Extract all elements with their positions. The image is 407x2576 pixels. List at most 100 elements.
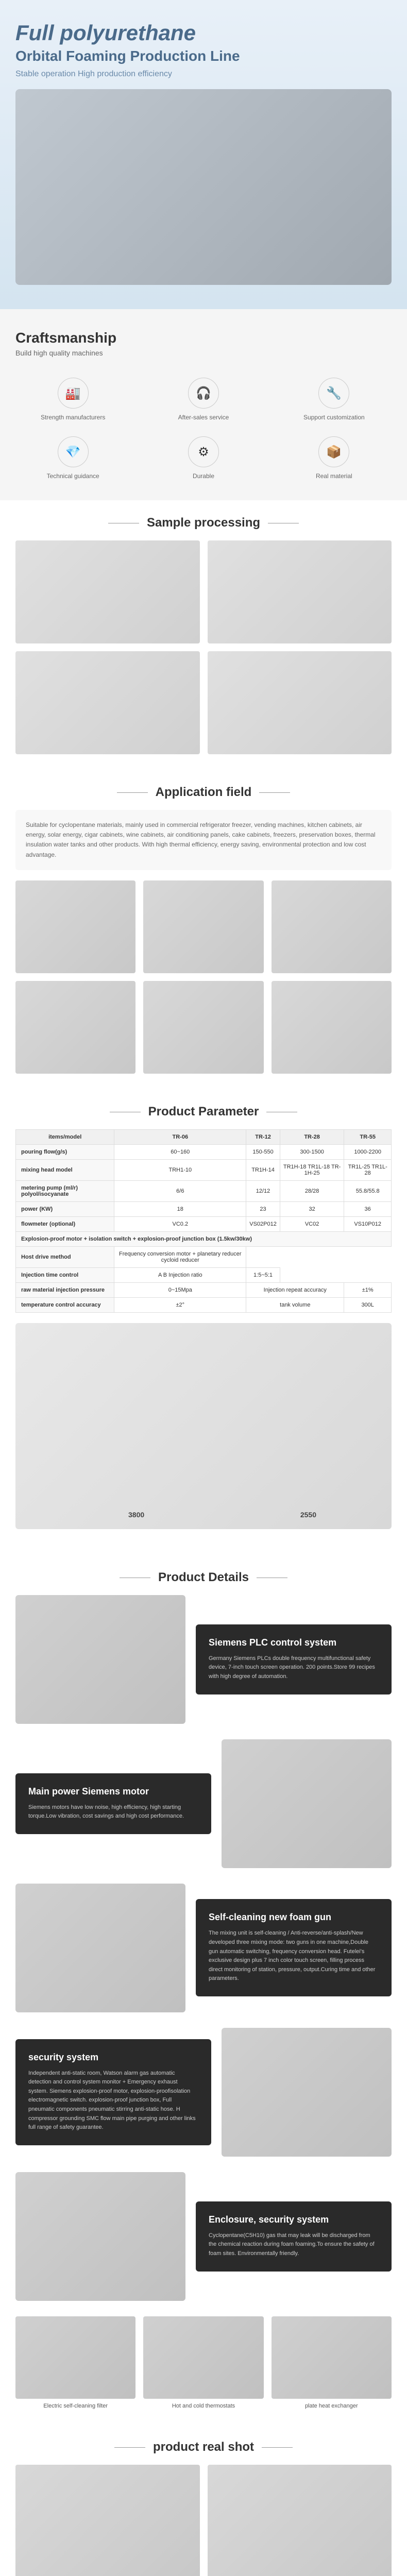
component-image <box>272 2316 392 2399</box>
detail-text-box: Main power Siemens motor Siemens motors h… <box>15 1773 211 1834</box>
component-label: plate heat exchanger <box>272 2403 392 2409</box>
table-cell: 300-1500 <box>280 1144 344 1159</box>
craft-item-material: 📦Real material <box>277 436 392 480</box>
detail-heading: security system <box>28 2052 198 2063</box>
table-cell: Host drive method <box>16 1246 114 1267</box>
table-cell: metering pump (ml/r) polyol/isocyanate <box>16 1180 114 1201</box>
application-image <box>272 880 392 973</box>
table-cell: 1:5~5:1 <box>246 1267 280 1282</box>
sample-image <box>208 651 392 754</box>
table-cell: TRH1-10 <box>114 1159 246 1180</box>
detail-text-box: Self-cleaning new foam gunThe mixing uni… <box>196 1899 392 1996</box>
detail-desc: Siemens motors have low noise, high effi… <box>28 1803 198 1821</box>
craftsmanship-section: Craftsmanship Build high quality machine… <box>0 309 407 500</box>
gear-icon: ⚙ <box>188 436 219 467</box>
sample-grid <box>15 540 392 754</box>
table-cell: pouring flow(g/s) <box>16 1144 114 1159</box>
craft-label: Support customization <box>277 414 392 421</box>
table-cell: 28/28 <box>280 1180 344 1201</box>
table-header: TR-28 <box>280 1129 344 1144</box>
table-cell: 150-550 <box>246 1144 280 1159</box>
detail-image <box>15 1884 185 2012</box>
table-cell: TR1H-18 TR1L-18 TR-1H-25 <box>280 1159 344 1180</box>
craft-label: Real material <box>277 472 392 480</box>
table-row: Host drive methodFrequency conversion mo… <box>16 1246 392 1267</box>
detail-heading: Main power Siemens motor <box>28 1786 198 1797</box>
table-row: mixing head modelTRH1-10TR1H-14TR1H-18 T… <box>16 1159 392 1180</box>
real-shot-image <box>208 2465 392 2576</box>
table-row: Explosion-proof motor + isolation switch… <box>16 1231 392 1246</box>
component-image <box>15 2316 135 2399</box>
detail-row-foam-gun: Self-cleaning new foam gunThe mixing uni… <box>15 1884 392 2012</box>
table-row: Injection time controlA B Injection rati… <box>16 1267 392 1282</box>
application-image <box>15 981 135 1074</box>
component-thermostat: Hot and cold thermostats <box>143 2316 263 2409</box>
dimension-label: 3800 <box>128 1511 144 1519</box>
parameter-table: items/model TR-06 TR-12 TR-28 TR-55 pour… <box>15 1129 392 1313</box>
table-cell: TR1L-25 TR1L-28 <box>344 1159 392 1180</box>
table-cell: tank volume <box>246 1297 344 1312</box>
craft-label: After-sales service <box>146 414 261 421</box>
sample-image <box>15 540 200 643</box>
table-cell: flowmeter (optional) <box>16 1216 114 1231</box>
headset-icon: 🎧 <box>188 378 219 409</box>
table-cell: Frequency conversion motor + planetary r… <box>114 1246 246 1267</box>
factory-icon: 🏭 <box>58 378 89 409</box>
detail-text-box: Enclosure, security systemCyclopentane(C… <box>196 2201 392 2272</box>
detail-row-plc: Siemens PLC control system Germany Siemen… <box>15 1595 392 1724</box>
real-shot-title: product real shot <box>15 2440 392 2454</box>
detail-image <box>15 1595 185 1724</box>
craft-label: Technical guidance <box>15 472 130 480</box>
sample-image <box>15 651 200 754</box>
component-label: Hot and cold thermostats <box>143 2403 263 2409</box>
details-section: Product Details Siemens PLC control syst… <box>0 1555 407 2425</box>
table-row: temperature control accuracy±2°tank volu… <box>16 1297 392 1312</box>
wrench-icon: 🔧 <box>318 378 349 409</box>
sample-section: Sample processing <box>0 500 407 770</box>
component-filter: Electric self-cleaning filter <box>15 2316 135 2409</box>
craftsmanship-subtitle: Build high quality machines <box>15 349 392 357</box>
real-shot-section: product real shot <box>0 2425 407 2576</box>
table-row: pouring flow(g/s)60~160150-550300-150010… <box>16 1144 392 1159</box>
table-cell: Injection repeat accuracy <box>246 1282 344 1297</box>
table-cell: 55.8/55.8 <box>344 1180 392 1201</box>
hero-subtitle: Orbital Foaming Production Line <box>15 48 392 64</box>
table-cell: VS02P012 <box>246 1216 280 1231</box>
application-section: Application field Suitable for cyclopent… <box>0 770 407 1089</box>
table-cell: ±1% <box>344 1282 392 1297</box>
craft-item-durable: ⚙ Durable <box>146 436 261 480</box>
detail-text-box: Siemens PLC control system Germany Siemen… <box>196 1624 392 1694</box>
detail-text-box: security systemIndependent anti-static r… <box>15 2039 211 2145</box>
table-header: TR-06 <box>114 1129 246 1144</box>
sample-title: Sample processing <box>15 516 392 530</box>
real-shot-image <box>15 2465 200 2576</box>
detail-desc: Cyclopentane(C5H10) gas that may leak wi… <box>209 2231 379 2259</box>
detail-image <box>222 2028 392 2157</box>
table-cell: 36 <box>344 1201 392 1216</box>
component-label: Electric self-cleaning filter <box>15 2403 135 2409</box>
table-row: raw material injection pressure0~15MpaIn… <box>16 1282 392 1297</box>
detail-heading: Siemens PLC control system <box>209 1637 379 1648</box>
parameter-section: Product Parameter items/model TR-06 TR-1… <box>0 1089 407 1555</box>
three-components-grid: Electric self-cleaning filter Hot and co… <box>15 2316 392 2409</box>
component-image <box>143 2316 263 2399</box>
table-cell: 300L <box>344 1297 392 1312</box>
table-cell: 23 <box>246 1201 280 1216</box>
detail-desc: Germany Siemens PLCs double frequency mu… <box>209 1654 379 1682</box>
application-image <box>143 981 263 1074</box>
table-header: TR-55 <box>344 1129 392 1144</box>
parameter-title: Product Parameter <box>15 1105 392 1119</box>
craftsmanship-title: Craftsmanship <box>15 330 392 346</box>
table-cell: mixing head model <box>16 1159 114 1180</box>
table-cell: TR1H-14 <box>246 1159 280 1180</box>
table-row: flowmeter (optional)VC0.2VS02P012VC02VS1… <box>16 1216 392 1231</box>
craft-label: Durable <box>146 472 261 480</box>
craft-item-custom: 🔧 Support customization <box>277 378 392 421</box>
hero-section: Full polyurethane Orbital Foaming Produc… <box>0 0 407 309</box>
table-header: items/model <box>16 1129 114 1144</box>
craft-item-service: 🎧 After-sales service <box>146 378 261 421</box>
detail-image <box>15 2172 185 2301</box>
detail-row-motor: Main power Siemens motor Siemens motors h… <box>15 1739 392 1868</box>
table-cell: 32 <box>280 1201 344 1216</box>
table-header: TR-12 <box>246 1129 280 1144</box>
